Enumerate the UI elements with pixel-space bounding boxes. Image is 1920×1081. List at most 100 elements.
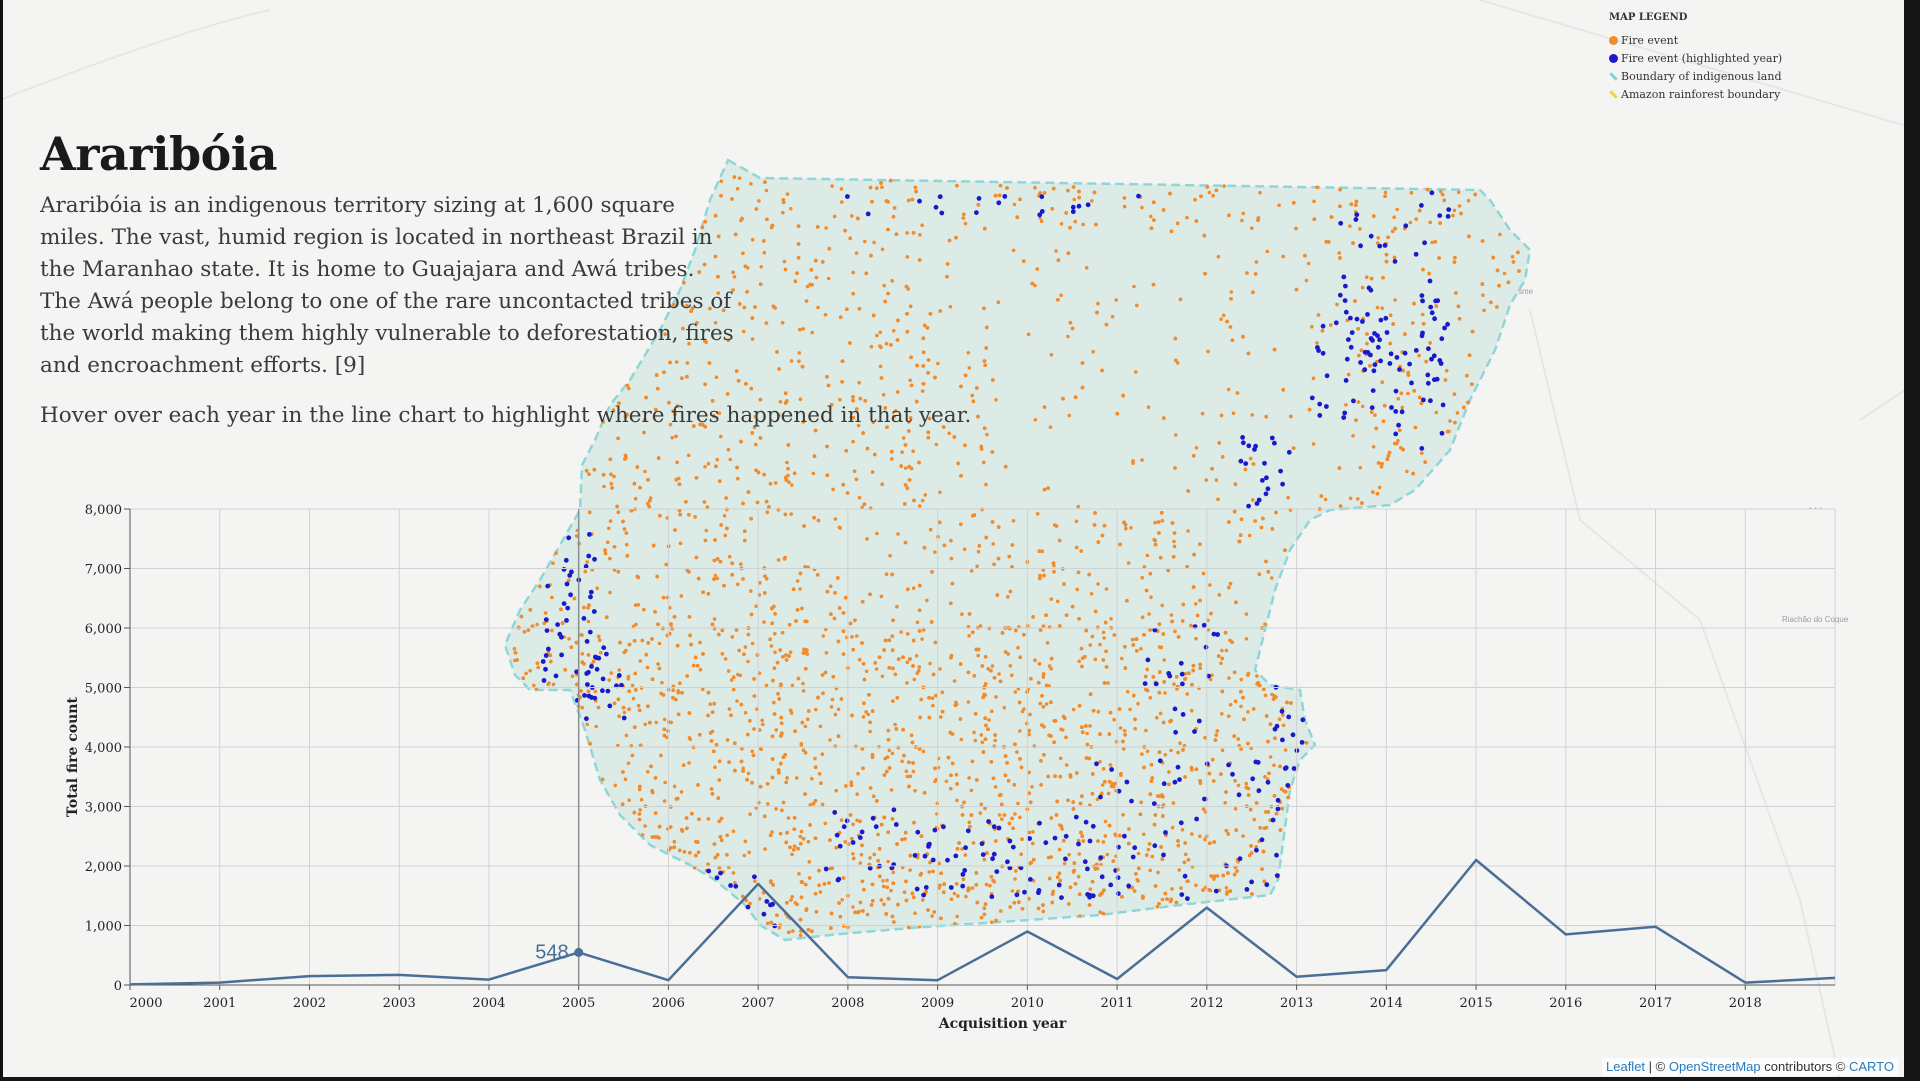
fire-event-dot — [595, 586, 599, 590]
fire-event-dot — [1049, 597, 1054, 601]
fire-event-dot — [1420, 451, 1424, 456]
fire-event-dot — [923, 493, 928, 497]
fire-event-dot — [1281, 723, 1286, 728]
fire-event-dot — [1405, 469, 1409, 474]
fire-event-dot — [726, 447, 731, 452]
indigenous-territory-boundary[interactable] — [503, 158, 1532, 942]
fire-event-dot — [1156, 870, 1160, 875]
fire-event-dot — [1244, 612, 1249, 616]
fire-event-dot — [930, 914, 934, 918]
fire-event-dot — [830, 697, 835, 702]
fire-event-dot — [1172, 544, 1177, 549]
fire-event-dot — [797, 871, 801, 876]
fire-event-dot — [746, 659, 750, 664]
fire-event-dot — [881, 879, 885, 883]
fire-event-dot — [773, 650, 777, 655]
fire-event-dot — [901, 436, 906, 440]
fire-event-dot — [713, 573, 718, 578]
fire-event-dot — [891, 870, 896, 875]
fire-event-dot — [878, 330, 883, 335]
fire-event-dot — [840, 200, 844, 204]
fire-event-dot — [626, 761, 631, 766]
fire-event-dot — [996, 300, 1001, 305]
fire-event-dot — [1241, 834, 1245, 838]
fire-event-dot — [668, 422, 673, 427]
fire-event-dot — [580, 705, 584, 710]
fire-event-dot — [797, 351, 802, 355]
fire-event-dot — [964, 894, 968, 899]
fire-event-dot — [1239, 677, 1244, 682]
fire-event-dot — [788, 650, 793, 654]
fire-event-dot — [931, 703, 935, 708]
fire-event-dot — [1250, 413, 1255, 417]
fire-event-dot — [1348, 496, 1353, 501]
fire-event-dot — [743, 710, 748, 715]
fire-event-dot — [1088, 724, 1092, 728]
fire-event-dot — [645, 665, 650, 670]
fire-event-dot — [988, 883, 992, 888]
fire-event-dot — [969, 788, 974, 793]
fire-event-dot — [1227, 714, 1231, 718]
fire-event-dot — [608, 590, 612, 595]
fire-event-dot — [1016, 801, 1020, 806]
fire-event-dot — [1351, 434, 1355, 438]
fire-event-dot — [687, 341, 691, 346]
fire-event-dot — [1163, 753, 1168, 757]
fire-event-dot — [663, 780, 667, 785]
fire-event-dot — [1170, 825, 1175, 830]
fire-event-dot — [1194, 883, 1198, 888]
fire-event-dot — [742, 853, 747, 858]
fire-event-dot — [735, 699, 739, 703]
fire-event-dot — [868, 729, 872, 734]
fire-event-dot — [630, 683, 635, 688]
fire-event-dot — [1396, 438, 1400, 443]
fire-event-dot — [773, 481, 778, 485]
fire-event-dot — [1417, 353, 1421, 358]
fire-event-dot — [554, 551, 558, 555]
fire-event-dot — [813, 756, 817, 761]
fire-event-dot — [704, 528, 709, 533]
fire-event-dot — [856, 771, 860, 776]
fire-event-dot — [1444, 368, 1449, 373]
fire-event-dot — [1055, 599, 1060, 604]
fire-event-dot — [1233, 807, 1238, 811]
fire-event-dot — [593, 689, 598, 694]
fire-event-dot — [851, 439, 855, 444]
fire-event-dot — [801, 748, 806, 752]
fire-event-dot — [1071, 707, 1076, 712]
fire-event-dot — [1148, 868, 1152, 873]
fire-event-dot — [1002, 705, 1007, 710]
fire-event-dot — [1204, 478, 1209, 482]
fire-event-dot — [1286, 495, 1290, 500]
fire-event-dot — [893, 722, 897, 727]
fire-event-dot — [729, 678, 734, 682]
fire-event-dot — [1100, 783, 1105, 787]
fire-event-dot — [607, 678, 611, 682]
fire-event-dot — [1452, 208, 1457, 213]
fire-event-dot — [1236, 783, 1241, 788]
fire-event-dot — [797, 359, 801, 364]
fire-event-dot — [630, 753, 635, 758]
fire-event-dot — [750, 641, 755, 646]
fire-event-dot — [625, 383, 630, 388]
fire-event-dot — [824, 651, 829, 655]
fire-event-dot — [1396, 397, 1401, 401]
fire-event-dot — [1180, 828, 1185, 832]
fire-event-dot — [1072, 197, 1076, 202]
fire-event-dot — [1051, 889, 1056, 894]
fire-event-dot — [869, 344, 874, 349]
fire-event-dot — [713, 765, 717, 769]
fire-event-dot — [895, 604, 899, 609]
fire-event-dot — [1122, 729, 1127, 733]
fire-event-dot — [889, 888, 893, 893]
fire-event-dot — [679, 594, 684, 598]
fire-event-dot — [1074, 545, 1079, 550]
fire-event-dot — [1311, 376, 1316, 381]
fire-event-dot — [1064, 763, 1069, 767]
fire-event-dot — [972, 730, 976, 735]
fire-event-dot — [920, 637, 924, 641]
fire-event-dot — [609, 671, 614, 675]
fire-event-dot — [1456, 190, 1461, 195]
